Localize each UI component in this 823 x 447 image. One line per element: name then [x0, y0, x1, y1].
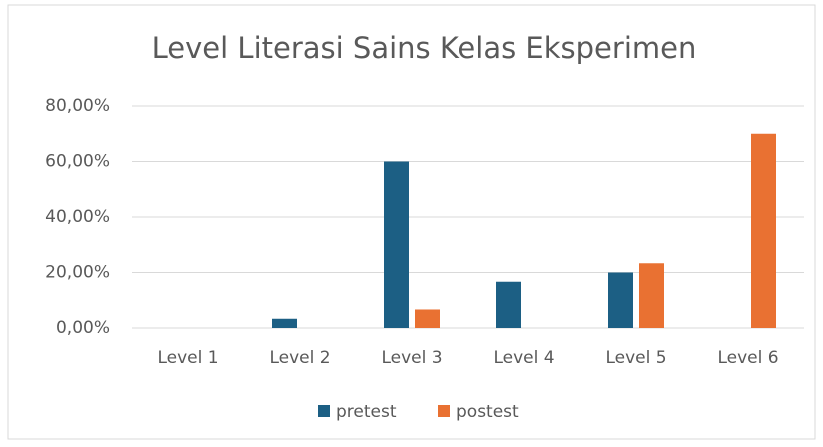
- bar: [415, 309, 440, 328]
- bar: [608, 272, 633, 328]
- x-tick-label: Level 1: [157, 348, 218, 368]
- bar: [751, 133, 776, 328]
- y-tick-label: 0,00%: [56, 318, 110, 338]
- bar: [496, 281, 521, 328]
- bar: [639, 263, 664, 328]
- x-tick-label: Level 2: [269, 348, 330, 368]
- legend-swatch: [438, 405, 450, 417]
- y-tick-label: 20,00%: [45, 263, 110, 283]
- chart-border: [7, 4, 816, 440]
- x-tick-label: Level 4: [493, 348, 554, 368]
- bar: [384, 161, 409, 328]
- x-tick-label: Level 5: [605, 348, 666, 368]
- x-tick-label: Level 3: [381, 348, 442, 368]
- x-tick-label: Level 6: [717, 348, 778, 368]
- bar: [272, 318, 297, 328]
- y-tick-label: 40,00%: [45, 207, 110, 227]
- y-tick-label: 60,00%: [45, 152, 110, 172]
- legend-swatch: [318, 405, 330, 417]
- y-tick-label: 80,00%: [45, 96, 110, 116]
- chart-title: Level Literasi Sains Kelas Eksperimen: [152, 31, 697, 65]
- legend-label: pretest: [336, 402, 397, 422]
- legend-label: postest: [456, 402, 519, 422]
